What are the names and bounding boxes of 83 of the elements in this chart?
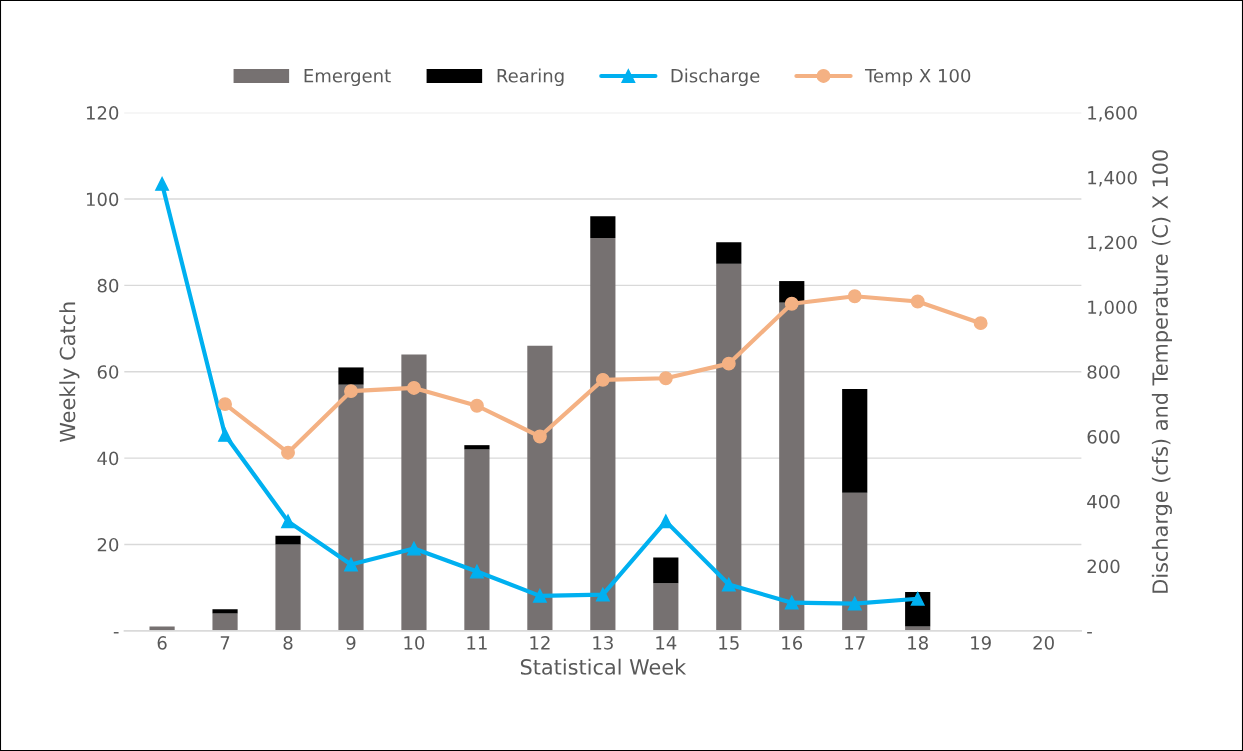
y2-tick-label: 200 <box>1087 559 1120 574</box>
x-tick-label: 14 <box>656 636 677 650</box>
point <box>218 427 232 442</box>
point <box>784 595 799 610</box>
bar <box>653 583 679 631</box>
bar <box>527 345 553 631</box>
point <box>910 294 925 309</box>
x-tick-label: 6 <box>157 636 167 650</box>
point <box>344 384 358 399</box>
y-tick-label: 80 <box>97 278 119 293</box>
y-axis-title: Weekly Catch <box>59 302 80 443</box>
y2-tick-label: 1,400 <box>1088 170 1137 187</box>
x-tick-label: 19 <box>971 636 991 650</box>
legend-label: Emergent <box>304 69 391 87</box>
bar <box>716 242 742 264</box>
point <box>532 429 547 444</box>
y-tick-label: - <box>113 632 119 634</box>
legend-label: Rearing <box>497 68 564 87</box>
x-tick-label: 18 <box>908 636 928 650</box>
bar <box>716 263 742 631</box>
point <box>847 596 862 611</box>
y-tick-label: 100 <box>86 192 119 207</box>
bar <box>590 237 616 631</box>
x-tick-label: 20 <box>1033 636 1054 650</box>
point <box>721 577 736 592</box>
x-tick-label: 8 <box>283 636 293 650</box>
x-tick-label: 15 <box>719 636 739 650</box>
bar <box>842 492 868 631</box>
y-tick-label: 40 <box>97 451 119 466</box>
point <box>847 289 862 304</box>
point <box>155 176 170 191</box>
point <box>658 514 673 529</box>
bar <box>338 384 364 631</box>
x-tick-label: 7 <box>220 636 230 650</box>
bar <box>275 544 301 631</box>
x-tick-label: 10 <box>404 636 425 650</box>
bar <box>212 609 238 614</box>
y-tick-label: 20 <box>97 537 119 552</box>
x-tick-label: 9 <box>346 636 356 650</box>
x-tick-label: 13 <box>593 636 613 650</box>
legend-label: Temp X 100 <box>864 68 971 87</box>
y2-axis-title: Discharge (cfs) and Temperature (C) X 100 <box>1151 150 1173 593</box>
point <box>973 316 988 331</box>
bar <box>779 302 805 631</box>
bar <box>653 557 679 584</box>
point <box>910 591 925 606</box>
x-tick-label: 11 <box>467 636 487 650</box>
y2-tick-label: 1,200 <box>1088 235 1137 252</box>
bar <box>212 613 238 631</box>
bar <box>338 367 364 385</box>
y2-tick-label: 600 <box>1087 429 1120 444</box>
y2-tick-label: - <box>1087 632 1092 634</box>
legend-label: Discharge <box>671 68 760 87</box>
bar <box>275 535 301 545</box>
bar <box>590 216 616 238</box>
y2-tick-label: 1,000 <box>1088 300 1137 316</box>
point <box>218 397 232 412</box>
bar <box>842 389 868 493</box>
point <box>407 541 421 556</box>
y2-tick-label: 400 <box>1087 494 1120 509</box>
point <box>281 445 295 460</box>
bar <box>464 449 490 631</box>
x-tick-label: 16 <box>782 636 803 650</box>
y-tick-label: 120 <box>86 106 119 120</box>
x-tick-label: 12 <box>530 636 550 650</box>
x-axis-title: Statistical Week <box>520 658 687 675</box>
point <box>281 514 295 529</box>
point <box>532 588 547 603</box>
point <box>658 371 673 386</box>
point <box>595 587 610 602</box>
point <box>469 398 484 413</box>
y2-tick-label: 800 <box>1087 365 1120 379</box>
bar <box>464 445 490 450</box>
point <box>721 356 736 371</box>
y-tick-label: 60 <box>97 365 119 379</box>
point <box>407 380 421 395</box>
x-tick-label: 17 <box>845 636 865 650</box>
point <box>469 564 484 579</box>
y2-tick-label: 1,600 <box>1088 106 1137 122</box>
bar <box>401 354 427 631</box>
point <box>595 372 610 387</box>
point <box>344 557 358 572</box>
point <box>784 296 799 311</box>
